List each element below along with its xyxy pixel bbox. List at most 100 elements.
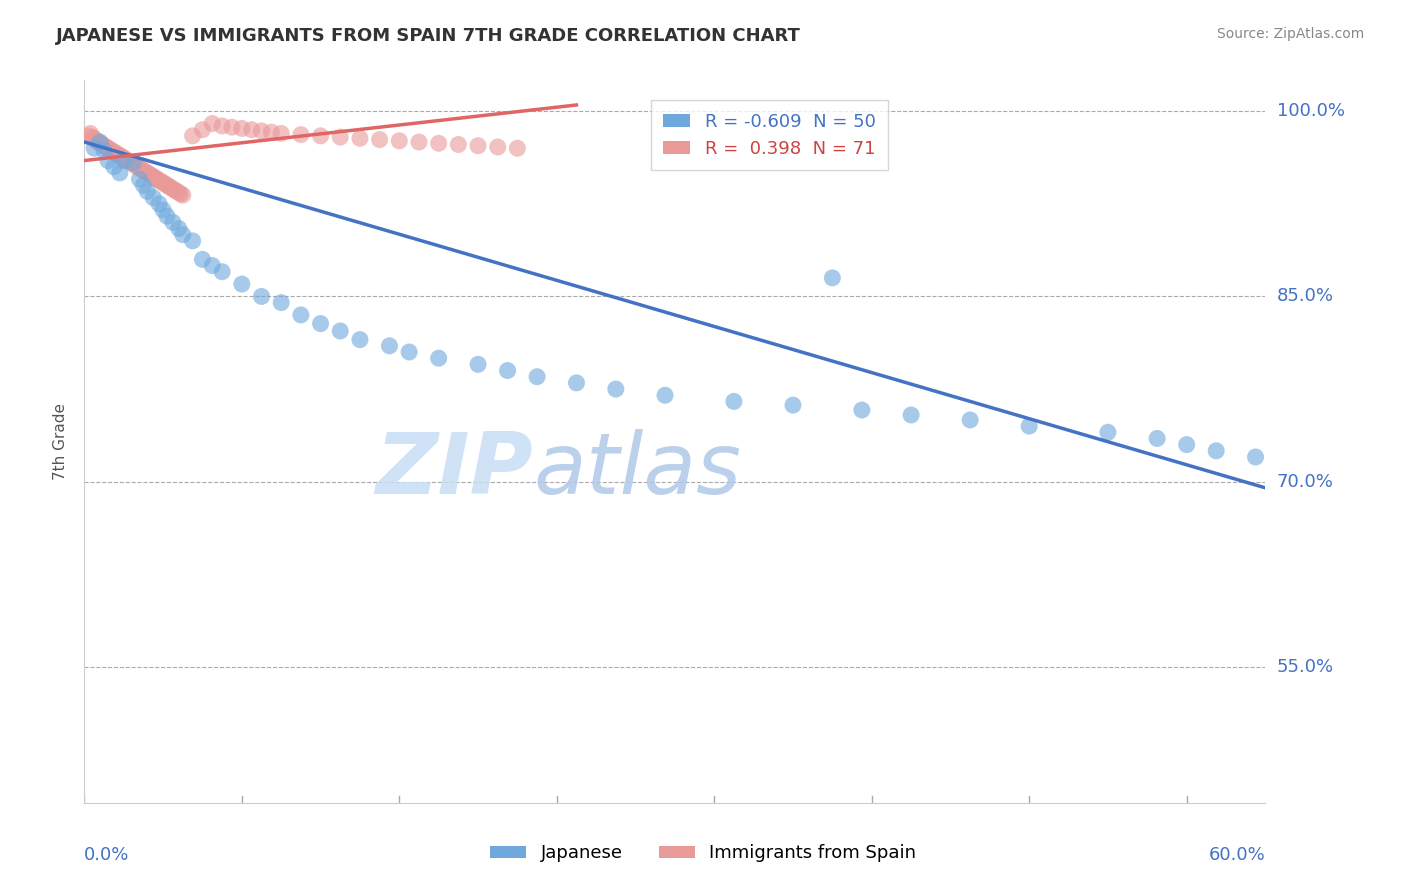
Point [309, 317, 332, 331]
Point [97, 153, 120, 168]
Point [112, 151, 135, 165]
Point [162, 182, 184, 196]
Point [167, 186, 190, 200]
Text: 60.0%: 60.0% [1209, 847, 1265, 864]
Point [654, 388, 676, 402]
Point [131, 162, 153, 177]
Text: 100.0%: 100.0% [1277, 103, 1344, 120]
Point [506, 141, 529, 155]
Point [1205, 443, 1227, 458]
Point [148, 173, 170, 187]
Point [93, 144, 115, 158]
Point [388, 134, 411, 148]
Point [605, 382, 627, 396]
Point [93, 138, 115, 153]
Point [211, 119, 233, 133]
Point [166, 185, 188, 199]
Text: Source: ZipAtlas.com: Source: ZipAtlas.com [1216, 27, 1364, 41]
Point [181, 128, 204, 143]
Point [565, 376, 588, 390]
Point [112, 153, 135, 168]
Point [167, 221, 190, 235]
Point [134, 164, 156, 178]
Point [408, 135, 430, 149]
Point [128, 172, 150, 186]
Point [231, 121, 253, 136]
Point [290, 308, 312, 322]
Point [201, 259, 224, 273]
Point [1146, 432, 1168, 446]
Point [143, 170, 166, 185]
Point [172, 188, 194, 202]
Point [79, 127, 101, 141]
Point [486, 140, 509, 154]
Point [467, 357, 489, 371]
Point [526, 369, 548, 384]
Point [114, 153, 136, 167]
Point [156, 209, 179, 223]
Legend: Japanese, Immigrants from Spain: Japanese, Immigrants from Spain [482, 838, 924, 870]
Point [141, 169, 163, 183]
Point [117, 153, 139, 168]
Point [148, 196, 170, 211]
Point [121, 156, 143, 170]
Point [107, 147, 129, 161]
Point [89, 136, 111, 151]
Point [309, 128, 332, 143]
Point [260, 125, 283, 139]
Text: 85.0%: 85.0% [1277, 287, 1333, 305]
Point [82, 130, 104, 145]
Point [142, 191, 165, 205]
Point [349, 333, 371, 347]
Point [84, 134, 107, 148]
Point [821, 271, 844, 285]
Text: ZIP: ZIP [375, 429, 533, 512]
Point [329, 130, 352, 145]
Point [98, 143, 121, 157]
Point [240, 122, 263, 136]
Point [89, 135, 111, 149]
Point [231, 277, 253, 291]
Point [349, 131, 371, 145]
Point [368, 132, 391, 146]
Point [191, 252, 214, 267]
Text: 70.0%: 70.0% [1277, 473, 1333, 491]
Point [1097, 425, 1119, 440]
Point [851, 403, 873, 417]
Point [1018, 419, 1040, 434]
Point [467, 138, 489, 153]
Point [427, 136, 450, 151]
Point [153, 177, 176, 191]
Point [136, 185, 159, 199]
Point [104, 146, 127, 161]
Point [170, 186, 193, 201]
Point [496, 363, 519, 377]
Point [329, 324, 352, 338]
Point [83, 131, 105, 145]
Point [250, 289, 273, 303]
Point [723, 394, 745, 409]
Point [1175, 437, 1198, 451]
Point [87, 135, 110, 149]
Point [152, 202, 174, 217]
Point [132, 178, 155, 193]
Point [221, 120, 243, 135]
Point [782, 398, 804, 412]
Point [163, 183, 186, 197]
Point [959, 413, 981, 427]
Point [398, 345, 420, 359]
Point [142, 169, 165, 184]
Point [156, 178, 179, 193]
Point [427, 351, 450, 366]
Point [77, 128, 100, 143]
Point [127, 160, 149, 174]
Point [108, 166, 131, 180]
Point [128, 161, 150, 175]
Point [211, 265, 233, 279]
Point [378, 339, 401, 353]
Point [447, 137, 470, 152]
Point [103, 160, 125, 174]
Point [83, 141, 105, 155]
Point [172, 227, 194, 242]
Text: 55.0%: 55.0% [1277, 658, 1334, 676]
